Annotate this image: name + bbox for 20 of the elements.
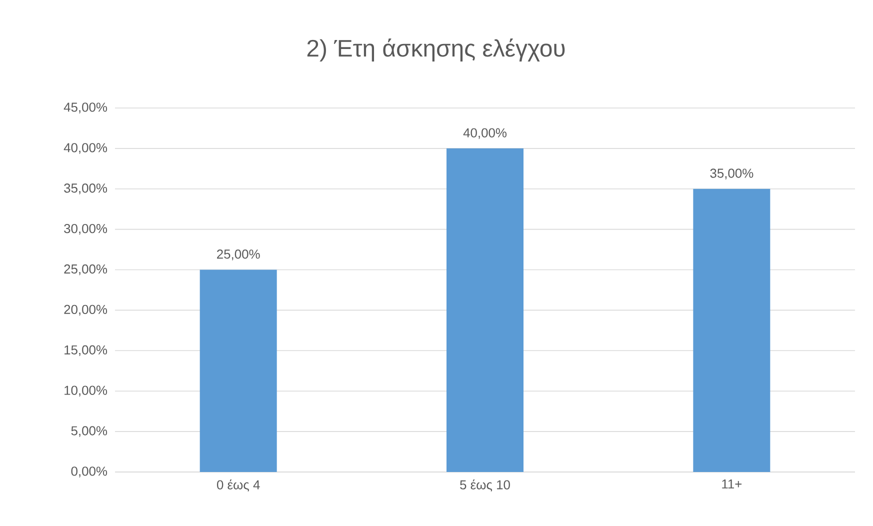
bar <box>446 148 524 472</box>
data-label: 40,00% <box>463 128 507 139</box>
y-tick-label: 10,00% <box>64 386 108 396</box>
x-tick-label: 0 έως 4 <box>216 479 260 492</box>
y-tick-label: 45,00% <box>64 102 108 114</box>
x-tick-label: 5 έως 10 <box>460 479 510 492</box>
y-tick-label: 40,00% <box>64 143 108 154</box>
data-label: 25,00% <box>217 250 260 260</box>
y-tick-label: 25,00% <box>64 264 108 276</box>
data-label: 35,00% <box>710 168 754 180</box>
bar <box>200 270 277 472</box>
y-tick-label: 30,00% <box>64 224 108 235</box>
y-tick-label: 5,00% <box>71 426 108 437</box>
y-tick-label: 0,00% <box>71 466 108 478</box>
bar <box>693 188 770 472</box>
y-tick-label: 35,00% <box>64 184 108 194</box>
x-tick-label: 11+ <box>722 480 742 488</box>
y-tick-label: 15,00% <box>64 345 108 356</box>
y-tick-label: 20,00% <box>64 304 108 316</box>
chart-title: 2) Έτη άσκησης ελέγχου <box>307 38 565 62</box>
